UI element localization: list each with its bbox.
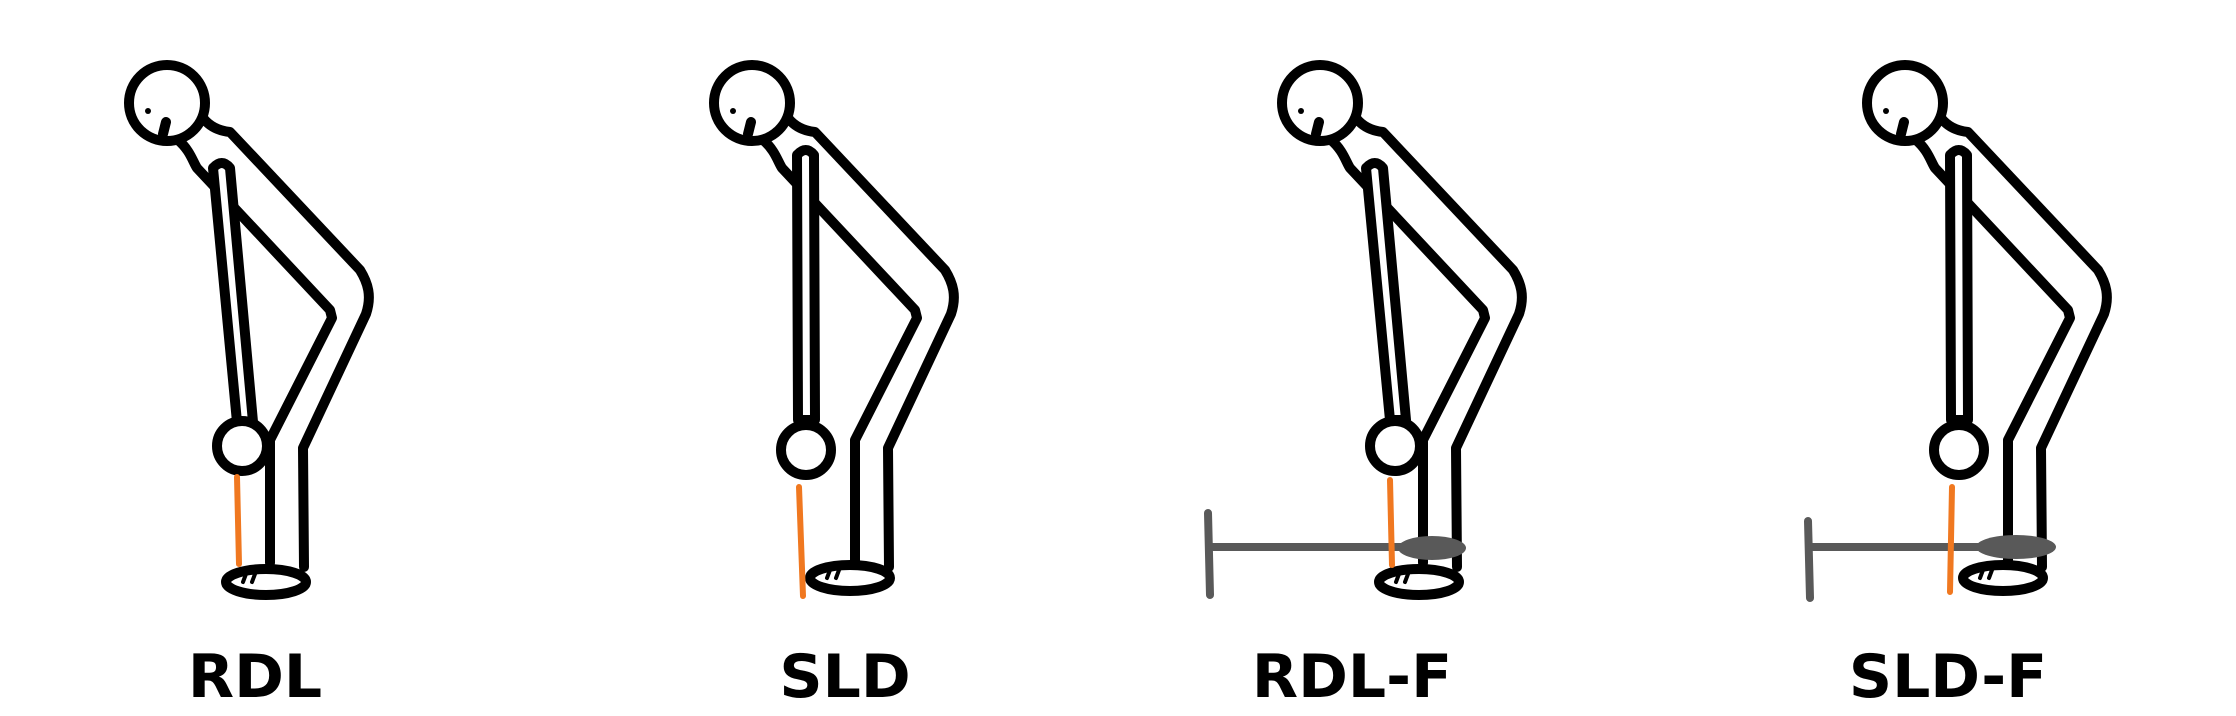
panel-sld-f: SLD-F [1804, 60, 2112, 712]
nose-mouth [1311, 117, 1324, 139]
stick-figure-rdl-f [1277, 60, 1527, 600]
hand [776, 420, 836, 480]
label-rdl-f: RDL-F [1252, 642, 1452, 712]
back-line [198, 113, 374, 572]
front-torso-line [173, 135, 337, 568]
label-sld: SLD [779, 642, 910, 712]
hand [212, 416, 272, 476]
shin-marker-rdl [234, 474, 242, 567]
nose-mouth [158, 117, 171, 139]
head [1862, 60, 1948, 146]
back-line [783, 113, 959, 572]
foot-marks [241, 572, 257, 584]
arm [1945, 145, 1973, 425]
foot [1958, 560, 2048, 596]
front-torso-line [1911, 135, 2075, 568]
head [1277, 60, 1363, 146]
front-torso-line [1326, 135, 1490, 568]
shin-marker-sld [796, 484, 806, 599]
eye [730, 108, 736, 114]
stick-figure-sld [709, 60, 959, 596]
foot [1374, 564, 1464, 600]
back-line [1351, 113, 1527, 572]
foot [221, 564, 311, 600]
foot-marks [825, 568, 841, 580]
stick-figure-sld-f [1862, 60, 2112, 596]
head [709, 60, 795, 146]
flywheel-disc [1398, 536, 1466, 560]
eye [1298, 108, 1304, 114]
shin-marker-rdl-f [1387, 477, 1395, 568]
head [124, 60, 210, 146]
nose-mouth [1896, 117, 1909, 139]
device-post [1804, 517, 1814, 602]
panel-sld: SLD [709, 60, 959, 712]
arm [1361, 158, 1411, 425]
foot-marks [1978, 568, 1994, 580]
shin-marker-sld-f [1947, 484, 1955, 595]
stick-figure-rdl [124, 60, 374, 600]
foot-marks [1394, 572, 1410, 584]
panel-rdl: RDL [124, 60, 374, 712]
nose-mouth [743, 117, 756, 139]
label-sld-f: SLD-F [1849, 642, 2047, 712]
foot [805, 560, 895, 596]
arm [208, 158, 258, 427]
hand [1929, 420, 1989, 480]
back-line [1936, 113, 2112, 572]
front-torso-line [758, 135, 922, 568]
arm [792, 145, 820, 425]
hand [1365, 416, 1425, 476]
label-rdl: RDL [188, 642, 322, 712]
device-post [1204, 509, 1214, 599]
panel-rdl-f: RDL-F [1204, 60, 1527, 712]
eye [145, 108, 151, 114]
flywheel-disc [1976, 535, 2056, 559]
eye [1883, 108, 1889, 114]
